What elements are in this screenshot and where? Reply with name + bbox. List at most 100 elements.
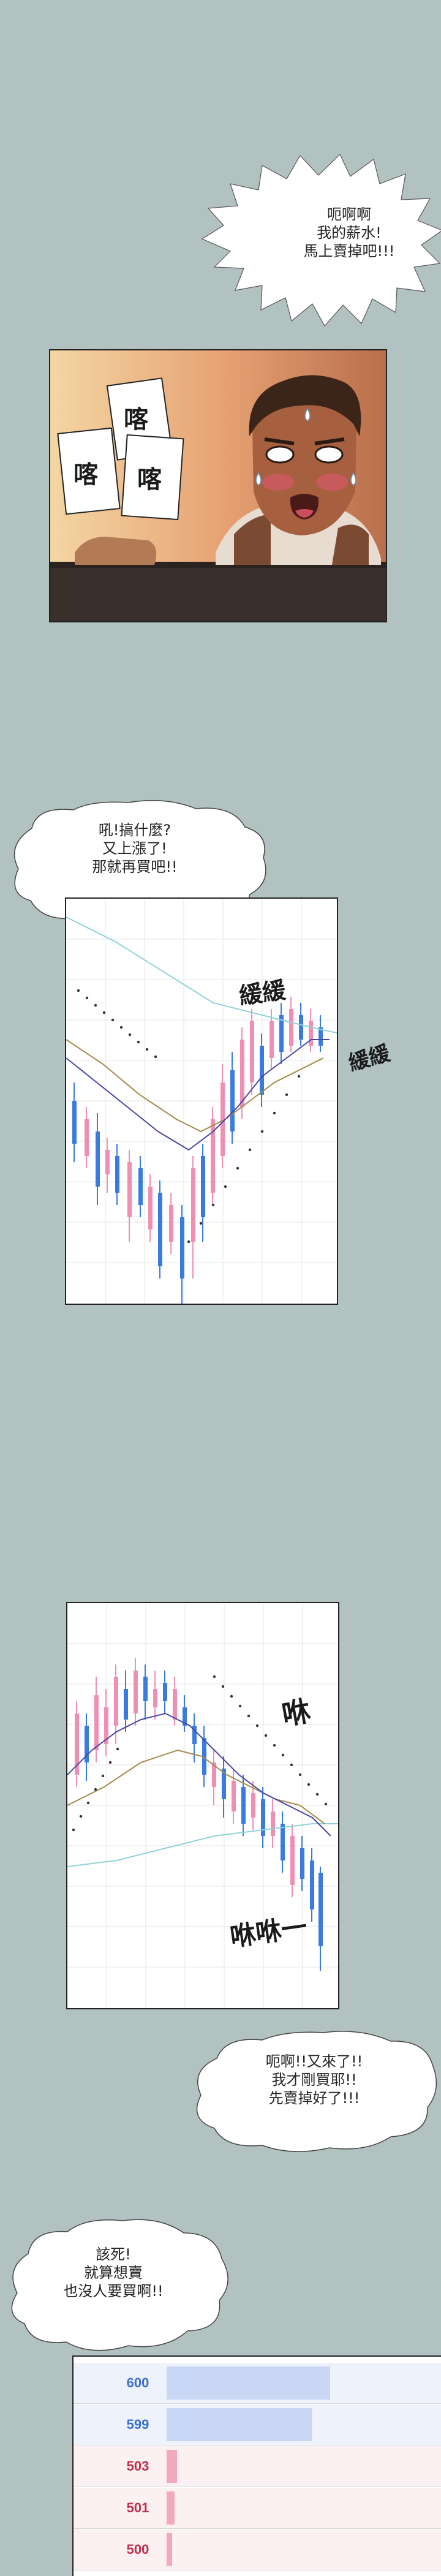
candle-body (261, 1799, 265, 1836)
parabolic-dot (137, 1040, 140, 1044)
candle-body (241, 1787, 246, 1824)
speech-bubble-4-text: 該死! 就算想賣 也沒人要買啊!! (63, 2246, 164, 2300)
order-book-volume-bar (167, 2450, 177, 2483)
parabolic-dot (238, 1704, 242, 1708)
order-book-volume-bar (167, 2408, 312, 2441)
candle-body (309, 1021, 313, 1046)
parabolic-dot (248, 1148, 252, 1152)
parabolic-dot (94, 1003, 97, 1007)
order-book-separator (74, 2528, 441, 2529)
parabolic-dot (264, 1734, 268, 1737)
parabolic-dot (116, 1747, 119, 1751)
parabolic-dot (221, 1685, 225, 1688)
parabolic-dot (108, 1761, 112, 1764)
candle-body (281, 1824, 285, 1860)
parabolic-dot (86, 1801, 90, 1805)
candle-body (163, 1683, 167, 1701)
candle-body (127, 1162, 132, 1217)
candle-body (143, 1677, 148, 1701)
candle-body (105, 1150, 110, 1174)
parabolic-dot (77, 989, 80, 992)
speech-bubble-3-text: 呃啊!!又來了!! 我才剛買耶!! 先賣掉好了!!! (265, 2053, 363, 2107)
candle-body (192, 1726, 197, 1744)
sfx-knock-3: 喀 (137, 466, 162, 494)
moving-average-long (67, 1823, 338, 1867)
speech-bubble-1-text: 呃啊啊 我的薪水! 馬上賣掉吧!!! (303, 206, 395, 260)
candle-body (169, 1205, 173, 1242)
candle-body (270, 1021, 274, 1058)
stock-chart-rising-plot (66, 899, 337, 1304)
parabolic-dot (102, 1011, 106, 1014)
candle-body (114, 1677, 118, 1726)
parabolic-dot (255, 1724, 259, 1728)
sfx-knock-1: 喀 (124, 406, 148, 434)
candle-body (183, 1707, 187, 1726)
parabolic-dot (260, 1130, 264, 1133)
candle-body (134, 1671, 138, 1713)
moving-average-short (66, 1039, 330, 1151)
moving-average-short (67, 1712, 331, 1837)
order-book-row-bid: 501 (74, 2488, 441, 2529)
parabolic-dot (324, 1802, 328, 1806)
order-book-volume-bar (167, 2533, 172, 2566)
sfx-slowly-side: 緩緩 (345, 1041, 393, 1076)
comic-panel-1: 喀 喀 喀 (49, 349, 387, 622)
candle-body (232, 1781, 236, 1811)
order-book-row-bid: 503 (74, 2446, 441, 2487)
parabolic-dot (273, 1743, 276, 1747)
parabolic-dot (297, 1075, 301, 1078)
candle-body (173, 1689, 177, 1720)
candle-body (222, 1769, 226, 1799)
parabolic-dot (315, 1792, 319, 1796)
sfx-knock-2: 喀 (74, 461, 98, 489)
order-book-price: 600 (126, 2375, 149, 2390)
candle-body (260, 1046, 264, 1095)
parabolic-dot (101, 1774, 105, 1778)
candle-body (290, 1836, 295, 1885)
candle-body (85, 1726, 89, 1762)
candle-body (96, 1131, 100, 1187)
candle-body (115, 1156, 119, 1193)
parabolic-dot (236, 1166, 239, 1170)
speech-bubble-2-text: 吼!搞什麼? 又上漲了! 那就再買吧!! (92, 822, 178, 875)
parabolic-dot (94, 1788, 97, 1791)
candle-body (191, 1168, 195, 1242)
candle-body (148, 1187, 153, 1229)
candle-body (201, 1156, 205, 1217)
speech-bubble-3 (196, 2031, 437, 2152)
candle-body (279, 1015, 284, 1052)
stock-chart-falling (66, 1602, 339, 2009)
candle-body (251, 1793, 255, 1818)
candle-body (250, 1021, 254, 1082)
moving-average-mid (67, 1749, 325, 1824)
parabolic-dot (281, 1753, 285, 1757)
order-book-price: 503 (126, 2458, 149, 2474)
stock-chart-falling-plot (67, 1603, 338, 2008)
order-book-row-ask: 599 (74, 2404, 441, 2446)
order-book-volume-bar (167, 2491, 175, 2525)
parabolic-dot (290, 1763, 293, 1767)
parabolic-dot (154, 1055, 157, 1059)
candle-body (202, 1738, 206, 1775)
parabolic-dot (119, 1025, 123, 1029)
parabolic-dot (187, 1240, 190, 1244)
candle-body (158, 1193, 162, 1266)
parabolic-dot (145, 1048, 149, 1051)
order-book-panel: 600 599 503 501 500 (72, 2355, 441, 2576)
order-book-volume-bar (167, 2366, 330, 2400)
candle-body (212, 1762, 216, 1787)
candle-body (75, 1713, 79, 1775)
parabolic-dot (285, 1093, 288, 1097)
candle-body (94, 1695, 99, 1750)
candle-body (310, 1860, 314, 1909)
parabolic-dot (211, 1203, 215, 1207)
candle-body (221, 1082, 225, 1156)
candle-body (240, 1040, 244, 1107)
parabolic-dot (298, 1773, 302, 1777)
candle-body (299, 1015, 303, 1040)
order-book-price: 599 (126, 2417, 149, 2432)
candle-body (289, 1009, 293, 1046)
candle-body (230, 1070, 235, 1131)
candle-body (318, 1027, 323, 1046)
parabolic-dot (230, 1694, 233, 1698)
